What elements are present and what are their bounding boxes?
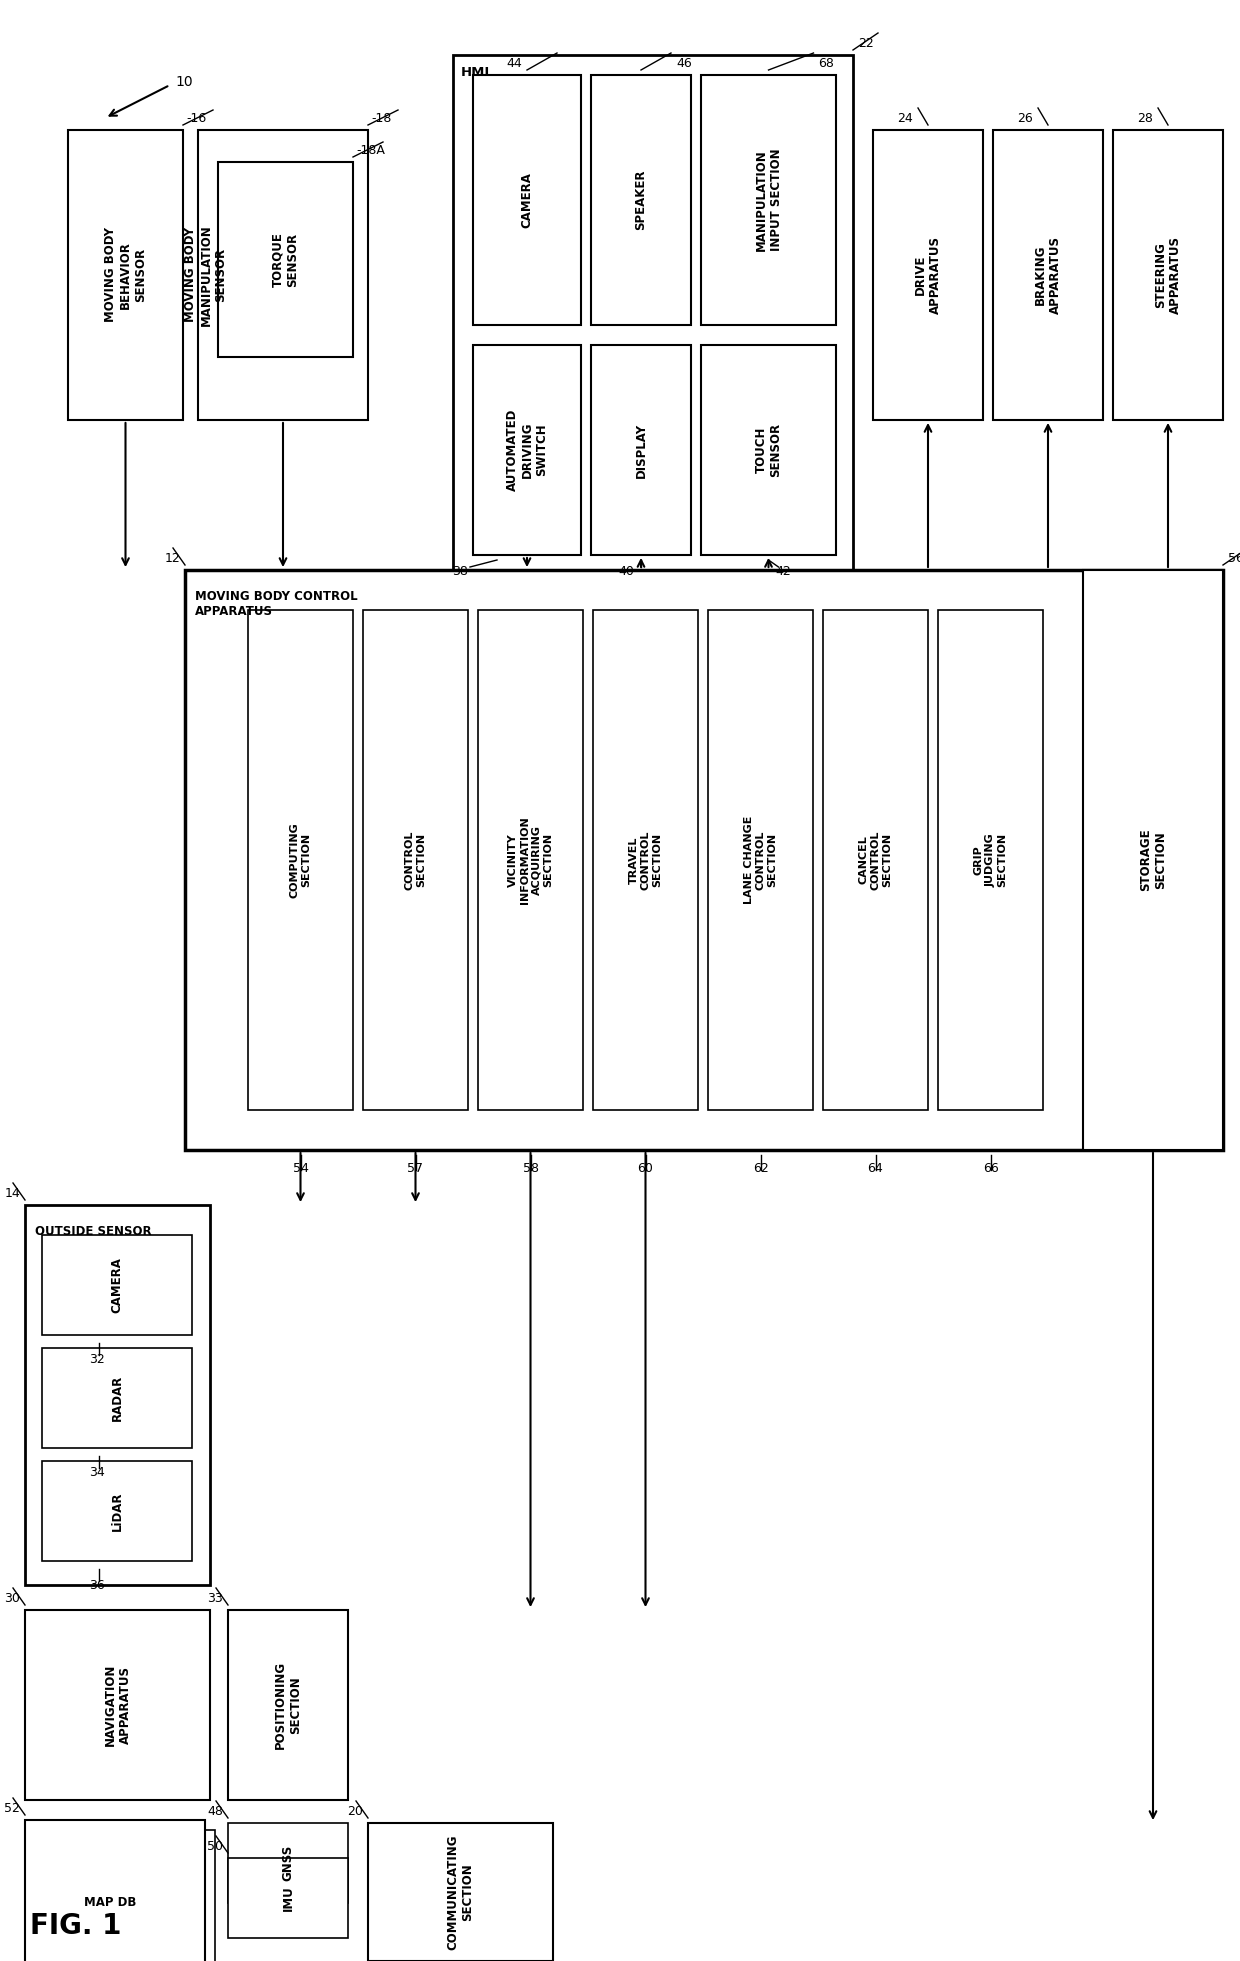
Text: DISPLAY: DISPLAY	[635, 422, 647, 478]
Text: 50: 50	[207, 1839, 223, 1853]
Bar	[593, 610, 698, 1110]
Text: TRAVEL
CONTROL
SECTION: TRAVEL CONTROL SECTION	[629, 830, 662, 890]
Text: VICINITY
INFORMATION
ACQUIRING
SECTION: VICINITY INFORMATION ACQUIRING SECTION	[508, 816, 553, 904]
Text: DRIVE
APPARATUS: DRIVE APPARATUS	[914, 235, 942, 314]
Bar	[218, 163, 353, 357]
Bar	[25, 1204, 210, 1584]
Text: 56: 56	[1228, 551, 1240, 565]
Text: 14: 14	[4, 1186, 20, 1200]
Text: 22: 22	[858, 37, 874, 49]
Text: 32: 32	[89, 1353, 105, 1367]
Text: 28: 28	[1137, 112, 1153, 126]
Text: IMU: IMU	[281, 1885, 295, 1910]
Bar	[1083, 571, 1223, 1149]
Text: 58: 58	[522, 1161, 538, 1175]
Text: 33: 33	[207, 1592, 223, 1604]
Text: 64: 64	[868, 1161, 883, 1175]
Bar	[591, 345, 691, 555]
Text: 62: 62	[753, 1161, 769, 1175]
Bar	[363, 610, 467, 1110]
Text: 60: 60	[637, 1161, 653, 1175]
Text: 20: 20	[347, 1804, 363, 1818]
Text: LANE CHANGE
CONTROL
SECTION: LANE CHANGE CONTROL SECTION	[744, 816, 777, 904]
Bar	[1114, 129, 1223, 420]
Text: MOVING BODY
BEHAVIOR
SENSOR: MOVING BODY BEHAVIOR SENSOR	[104, 227, 148, 322]
Text: GNSS: GNSS	[281, 1845, 295, 1881]
Text: MANIPULATION
INPUT SECTION: MANIPULATION INPUT SECTION	[754, 149, 782, 251]
Text: 52: 52	[4, 1802, 20, 1816]
Bar	[25, 1820, 205, 1961]
Bar	[453, 55, 853, 575]
Bar	[42, 1235, 192, 1335]
Text: 68: 68	[818, 57, 835, 71]
Text: -16: -16	[186, 112, 206, 126]
Bar	[198, 129, 368, 420]
Text: CANCEL
CONTROL
SECTION: CANCEL CONTROL SECTION	[859, 830, 892, 890]
Bar	[228, 1824, 348, 1902]
Bar	[701, 75, 836, 326]
Text: 48: 48	[207, 1804, 223, 1818]
Text: MAP DB: MAP DB	[84, 1896, 136, 1908]
Text: MOVING BODY CONTROL
APPARATUS: MOVING BODY CONTROL APPARATUS	[195, 590, 357, 618]
Text: 12: 12	[164, 551, 180, 565]
Bar	[35, 1830, 215, 1961]
Bar	[42, 1347, 192, 1447]
Bar	[228, 1610, 348, 1800]
Text: NAVIGATION
APPARATUS: NAVIGATION APPARATUS	[103, 1663, 131, 1745]
Text: 26: 26	[1017, 112, 1033, 126]
Bar	[248, 610, 353, 1110]
Text: 54: 54	[293, 1161, 309, 1175]
Text: 46: 46	[676, 57, 692, 71]
Text: OUTSIDE SENSOR: OUTSIDE SENSOR	[35, 1226, 151, 1237]
Text: 24: 24	[898, 112, 913, 126]
Text: 66: 66	[982, 1161, 998, 1175]
Text: AUTOMATED
DRIVING
SWITCH: AUTOMATED DRIVING SWITCH	[506, 408, 548, 490]
Text: 42: 42	[776, 565, 791, 578]
Bar	[477, 610, 583, 1110]
Text: CONTROL
SECTION: CONTROL SECTION	[404, 830, 427, 890]
Bar	[701, 345, 836, 555]
Bar	[472, 75, 582, 326]
Bar	[472, 345, 582, 555]
Text: HMI: HMI	[461, 67, 490, 80]
Text: MOVING BODY
MANIPULATION
SENSOR: MOVING BODY MANIPULATION SENSOR	[185, 224, 227, 326]
Text: 36: 36	[89, 1579, 105, 1592]
Text: CAMERA: CAMERA	[521, 173, 533, 227]
Text: 40: 40	[618, 565, 634, 578]
Text: RADAR: RADAR	[110, 1375, 124, 1422]
Text: STORAGE
SECTION: STORAGE SECTION	[1140, 830, 1167, 892]
Text: TOUCH
SENSOR: TOUCH SENSOR	[754, 424, 782, 477]
Text: 34: 34	[89, 1467, 105, 1479]
Text: -18A: -18A	[356, 143, 384, 157]
Text: POSITIONING
SECTION: POSITIONING SECTION	[274, 1661, 303, 1749]
Bar	[937, 610, 1043, 1110]
Text: COMMUNICATING
SECTION: COMMUNICATING SECTION	[446, 1834, 475, 1949]
Bar	[228, 1857, 348, 1937]
Text: SPEAKER: SPEAKER	[635, 171, 647, 229]
Bar	[68, 129, 184, 420]
Text: TORQUE
SENSOR: TORQUE SENSOR	[272, 231, 300, 286]
Bar	[42, 1461, 192, 1561]
Text: COMPUTING
SECTION: COMPUTING SECTION	[290, 822, 311, 898]
Text: 57: 57	[408, 1161, 424, 1175]
Text: BRAKING
APPARATUS: BRAKING APPARATUS	[1034, 235, 1061, 314]
Text: 10: 10	[175, 75, 192, 88]
Text: GRIP
JUDGING
SECTION: GRIP JUDGING SECTION	[973, 833, 1007, 886]
Bar	[25, 1610, 210, 1800]
Text: FIG. 1: FIG. 1	[30, 1912, 122, 1939]
Bar	[708, 610, 813, 1110]
Text: STEERING
APPARATUS: STEERING APPARATUS	[1154, 235, 1182, 314]
Text: 38: 38	[453, 565, 467, 578]
Bar	[185, 571, 1223, 1149]
Text: LiDAR: LiDAR	[110, 1490, 124, 1532]
Bar	[368, 1824, 553, 1961]
Text: 30: 30	[4, 1592, 20, 1604]
Bar	[993, 129, 1104, 420]
Bar	[591, 75, 691, 326]
Bar	[823, 610, 928, 1110]
Bar	[873, 129, 983, 420]
Text: CAMERA: CAMERA	[110, 1257, 124, 1314]
Text: 44: 44	[506, 57, 522, 71]
Text: -18: -18	[371, 112, 392, 126]
